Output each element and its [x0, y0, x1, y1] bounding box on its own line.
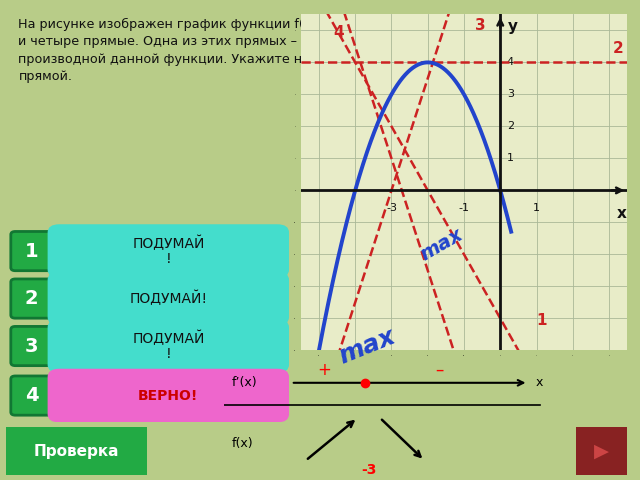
- Text: -3: -3: [386, 203, 397, 213]
- FancyBboxPatch shape: [573, 425, 630, 478]
- Text: Проверка: Проверка: [34, 444, 120, 459]
- Text: 4: 4: [507, 58, 514, 67]
- Text: -1: -1: [458, 203, 470, 213]
- Text: max: max: [335, 324, 399, 368]
- Text: ПОДУМАЙ!: ПОДУМАЙ!: [129, 291, 207, 306]
- Text: На рисунке изображен график функции f(x) = ax² + bx + c
и четыре прямые. Одна из: На рисунке изображен график функции f(x)…: [19, 18, 416, 83]
- Text: 4: 4: [24, 386, 38, 405]
- Text: x: x: [617, 206, 627, 221]
- Polygon shape: [56, 340, 64, 352]
- FancyBboxPatch shape: [11, 376, 52, 415]
- Text: ПОДУМАЙ
!: ПОДУМАЙ !: [132, 331, 205, 361]
- Text: 1: 1: [24, 241, 38, 261]
- FancyBboxPatch shape: [47, 319, 289, 373]
- FancyBboxPatch shape: [47, 224, 289, 278]
- Text: 4: 4: [333, 25, 344, 40]
- Text: ▶: ▶: [594, 442, 609, 461]
- Text: 3: 3: [475, 18, 486, 34]
- Text: f’(x): f’(x): [232, 376, 257, 389]
- FancyBboxPatch shape: [11, 279, 52, 318]
- Text: max: max: [417, 225, 467, 265]
- Text: 1: 1: [507, 154, 514, 163]
- Text: –: –: [435, 361, 444, 379]
- FancyBboxPatch shape: [47, 369, 289, 422]
- FancyBboxPatch shape: [47, 272, 289, 325]
- FancyBboxPatch shape: [11, 231, 52, 271]
- Text: 3: 3: [507, 89, 514, 99]
- Text: 1: 1: [536, 313, 547, 328]
- Text: ПОДУМАЙ
!: ПОДУМАЙ !: [132, 236, 205, 266]
- Text: 2: 2: [24, 289, 38, 308]
- Text: 1: 1: [533, 203, 540, 213]
- Text: 2: 2: [612, 41, 623, 56]
- Text: y: y: [508, 19, 518, 34]
- Polygon shape: [56, 292, 64, 305]
- Text: x: x: [536, 376, 543, 389]
- Polygon shape: [56, 389, 64, 402]
- Text: 2: 2: [507, 121, 514, 132]
- Polygon shape: [56, 245, 64, 257]
- FancyBboxPatch shape: [0, 425, 154, 478]
- Text: f(x): f(x): [232, 437, 253, 450]
- Text: +: +: [317, 361, 331, 379]
- Text: 3: 3: [25, 336, 38, 356]
- FancyBboxPatch shape: [11, 326, 52, 366]
- Text: -3: -3: [361, 463, 376, 477]
- Text: ВЕРНО!: ВЕРНО!: [138, 389, 198, 403]
